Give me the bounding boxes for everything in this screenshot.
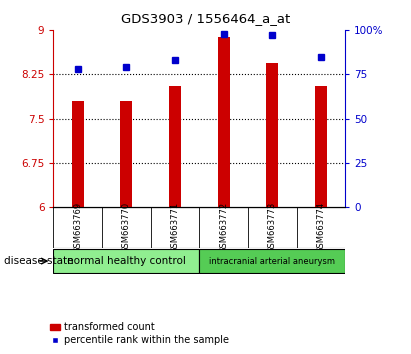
Bar <box>266 63 278 207</box>
Text: GSM663774: GSM663774 <box>316 202 326 253</box>
Text: GSM663770: GSM663770 <box>122 202 131 253</box>
Bar <box>120 101 132 207</box>
Bar <box>72 101 84 207</box>
Text: GSM663769: GSM663769 <box>73 202 82 253</box>
Text: GSM663771: GSM663771 <box>171 202 180 253</box>
Text: GSM663773: GSM663773 <box>268 202 277 253</box>
Text: normal healthy control: normal healthy control <box>67 256 186 266</box>
Bar <box>217 37 230 207</box>
Bar <box>169 86 181 207</box>
Legend: transformed count, percentile rank within the sample: transformed count, percentile rank withi… <box>46 319 233 349</box>
FancyBboxPatch shape <box>199 249 345 273</box>
Text: disease state: disease state <box>4 256 74 266</box>
Text: GSM663772: GSM663772 <box>219 202 228 253</box>
FancyBboxPatch shape <box>53 249 199 273</box>
Text: intracranial arterial aneurysm: intracranial arterial aneurysm <box>209 257 335 266</box>
Bar <box>315 86 327 207</box>
Text: GDS3903 / 1556464_a_at: GDS3903 / 1556464_a_at <box>121 12 290 25</box>
